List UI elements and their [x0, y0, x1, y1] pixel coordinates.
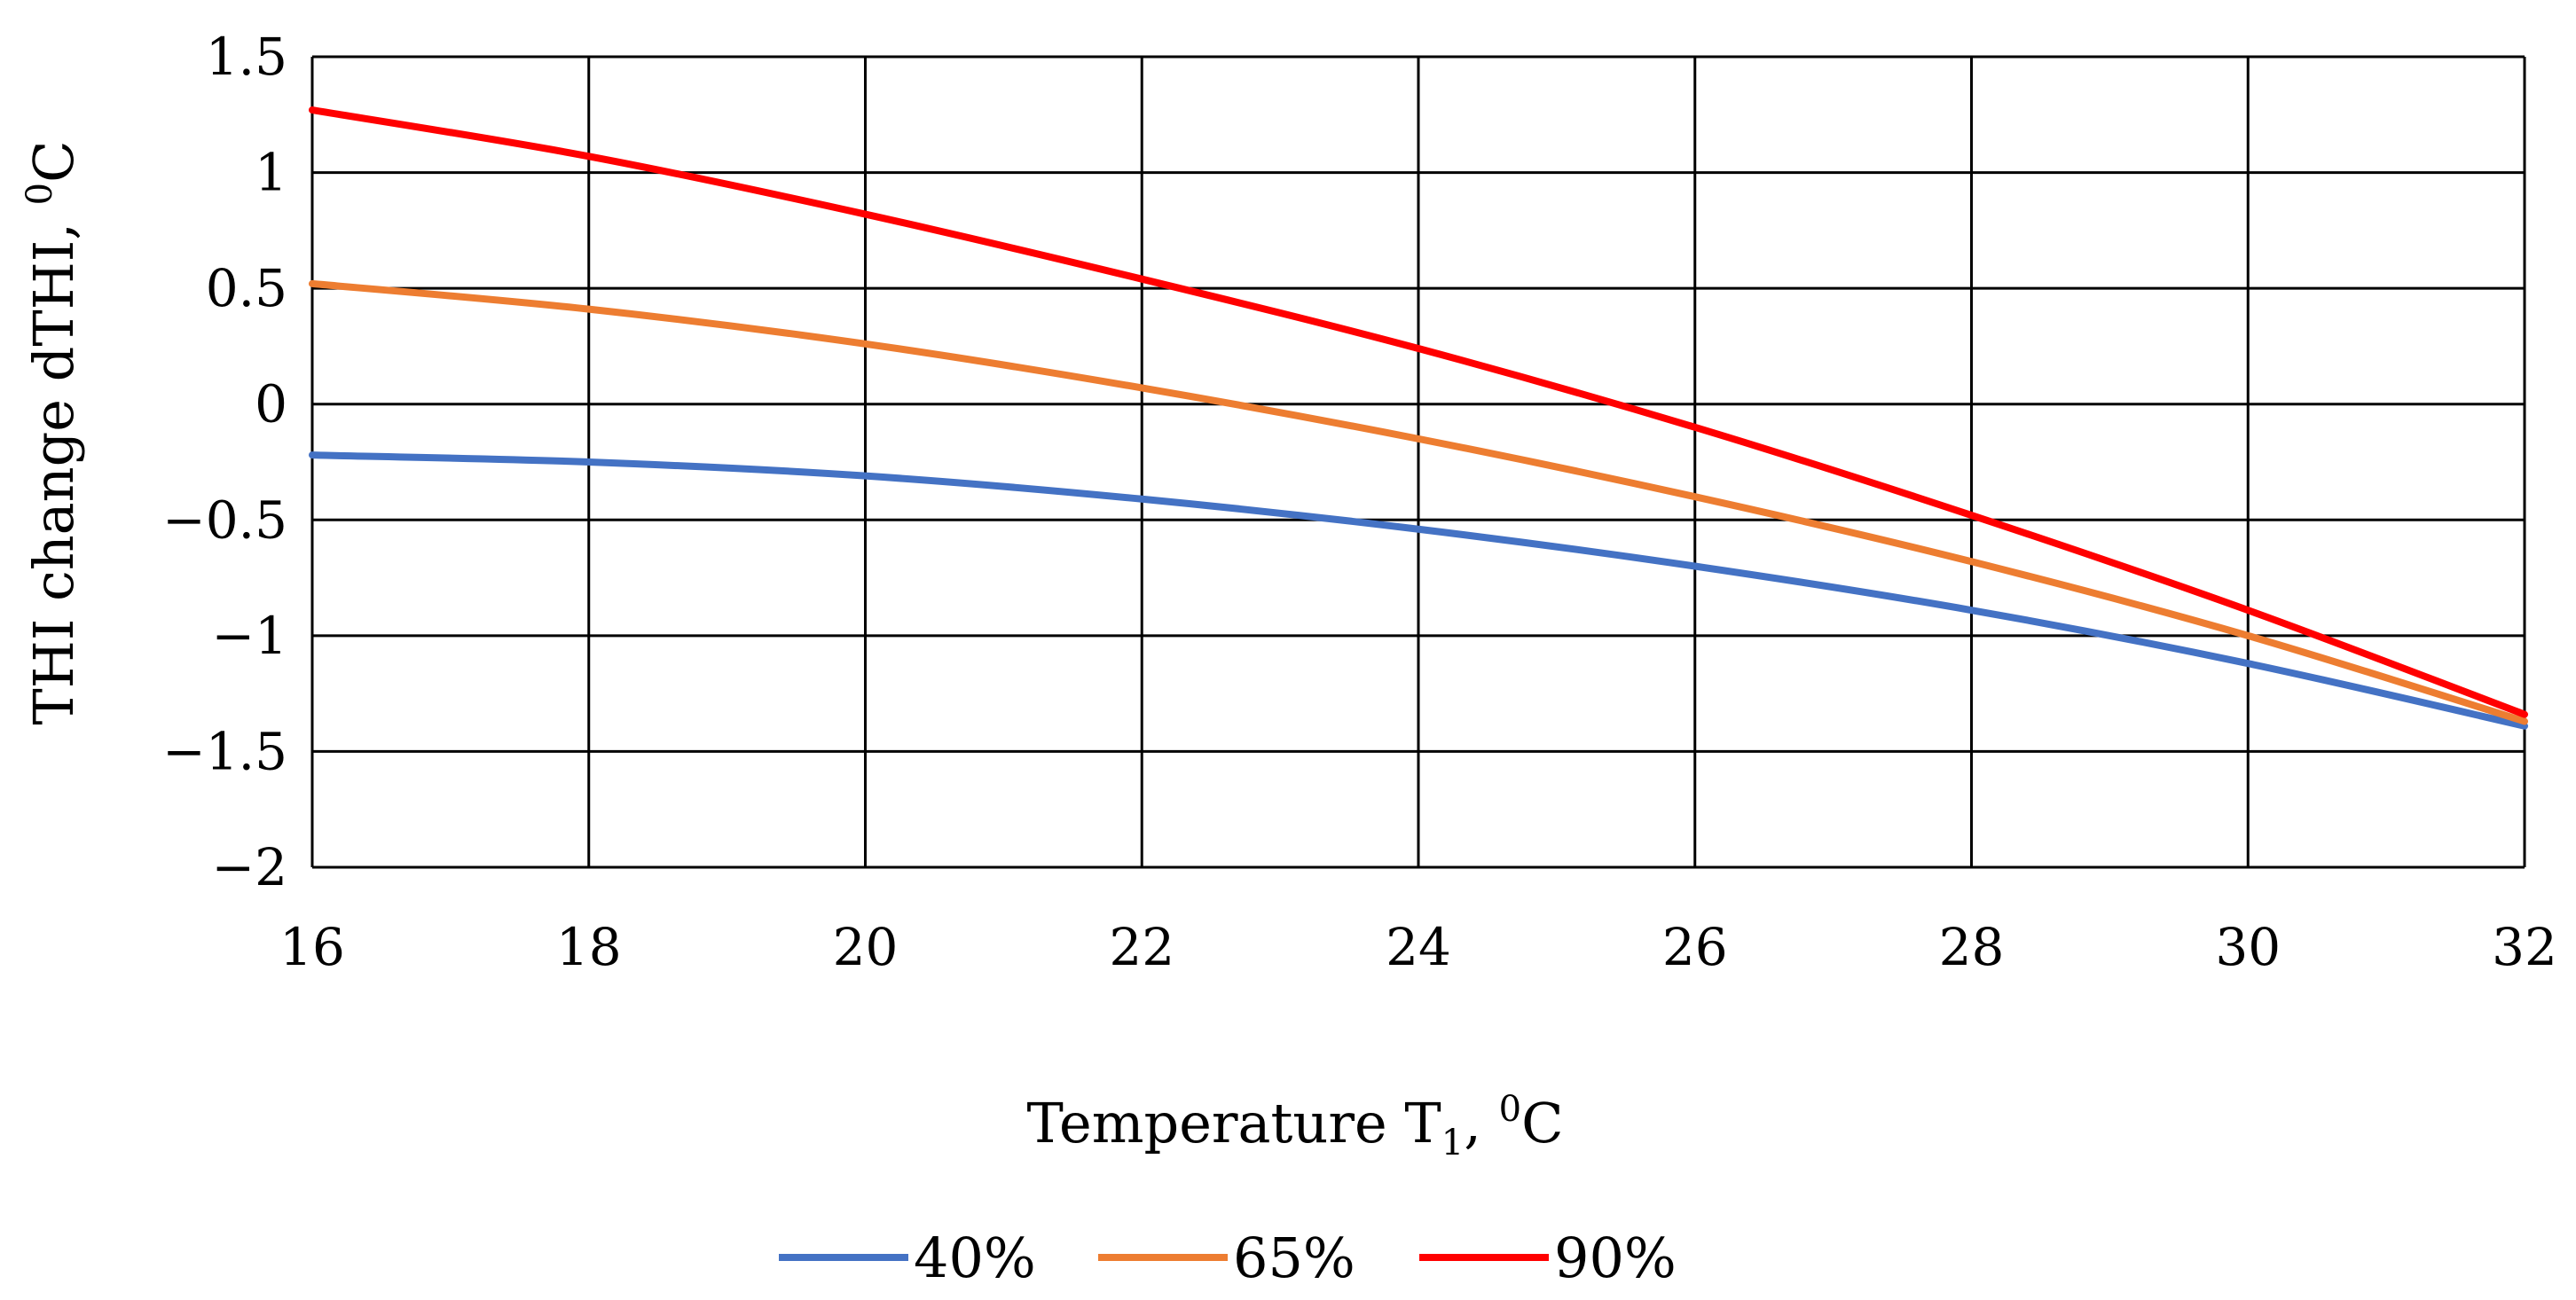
series-lines — [309, 106, 2528, 730]
legend-label: 90% — [1554, 1226, 1677, 1290]
y-axis-title: THI change dTHI, 0C — [20, 140, 86, 724]
legend-label: 65% — [1233, 1226, 1355, 1290]
y-tick-label: 1.5 — [206, 27, 287, 87]
series-line-65pct — [309, 279, 2528, 725]
grid — [310, 55, 2526, 869]
y-axis-ticks: 1.5 1 0.5 0 −0.5 −1 −1.5 −2 — [162, 27, 287, 897]
series-line-90pct — [309, 106, 2528, 718]
x-tick-label: 30 — [2215, 917, 2281, 977]
y-tick-label: 0.5 — [206, 258, 287, 318]
x-axis-title-superscript: 0 — [1499, 1089, 1521, 1130]
y-axis-title-superscript: 0 — [20, 183, 60, 205]
x-axis-title-unit: C — [1521, 1091, 1563, 1155]
y-tick-label: −1.5 — [162, 721, 287, 781]
y-tick-label: −2 — [212, 837, 288, 897]
x-tick-label: 28 — [1939, 917, 2005, 977]
x-tick-label: 26 — [1662, 917, 1728, 977]
x-tick-label: 18 — [556, 917, 622, 977]
y-tick-label: −0.5 — [162, 489, 287, 550]
y-tick-label: 1 — [255, 143, 287, 203]
x-axis-ticks: 16 18 20 22 24 26 28 30 32 — [279, 917, 2557, 977]
x-axis-title-main: Temperature T — [1026, 1091, 1441, 1155]
x-axis-title-separator: , — [1464, 1091, 1498, 1155]
x-axis-title-subscript: 1 — [1441, 1123, 1464, 1163]
x-axis-title: Temperature T1, 0C — [1026, 1089, 1563, 1163]
x-tick-label: 16 — [279, 917, 345, 977]
x-tick-label: 32 — [2492, 917, 2557, 977]
y-tick-label: −1 — [212, 606, 288, 666]
legend: 40% 65% 90% — [779, 1226, 1677, 1290]
y-tick-label: 0 — [255, 374, 287, 435]
x-tick-label: 24 — [1386, 917, 1451, 977]
x-tick-label: 22 — [1109, 917, 1174, 977]
y-axis-title-unit: C — [21, 140, 86, 182]
legend-label: 40% — [914, 1226, 1036, 1290]
series-line-40pct — [309, 451, 2528, 730]
y-axis-title-main: THI change dTHI, — [21, 205, 86, 724]
x-tick-label: 20 — [833, 917, 899, 977]
